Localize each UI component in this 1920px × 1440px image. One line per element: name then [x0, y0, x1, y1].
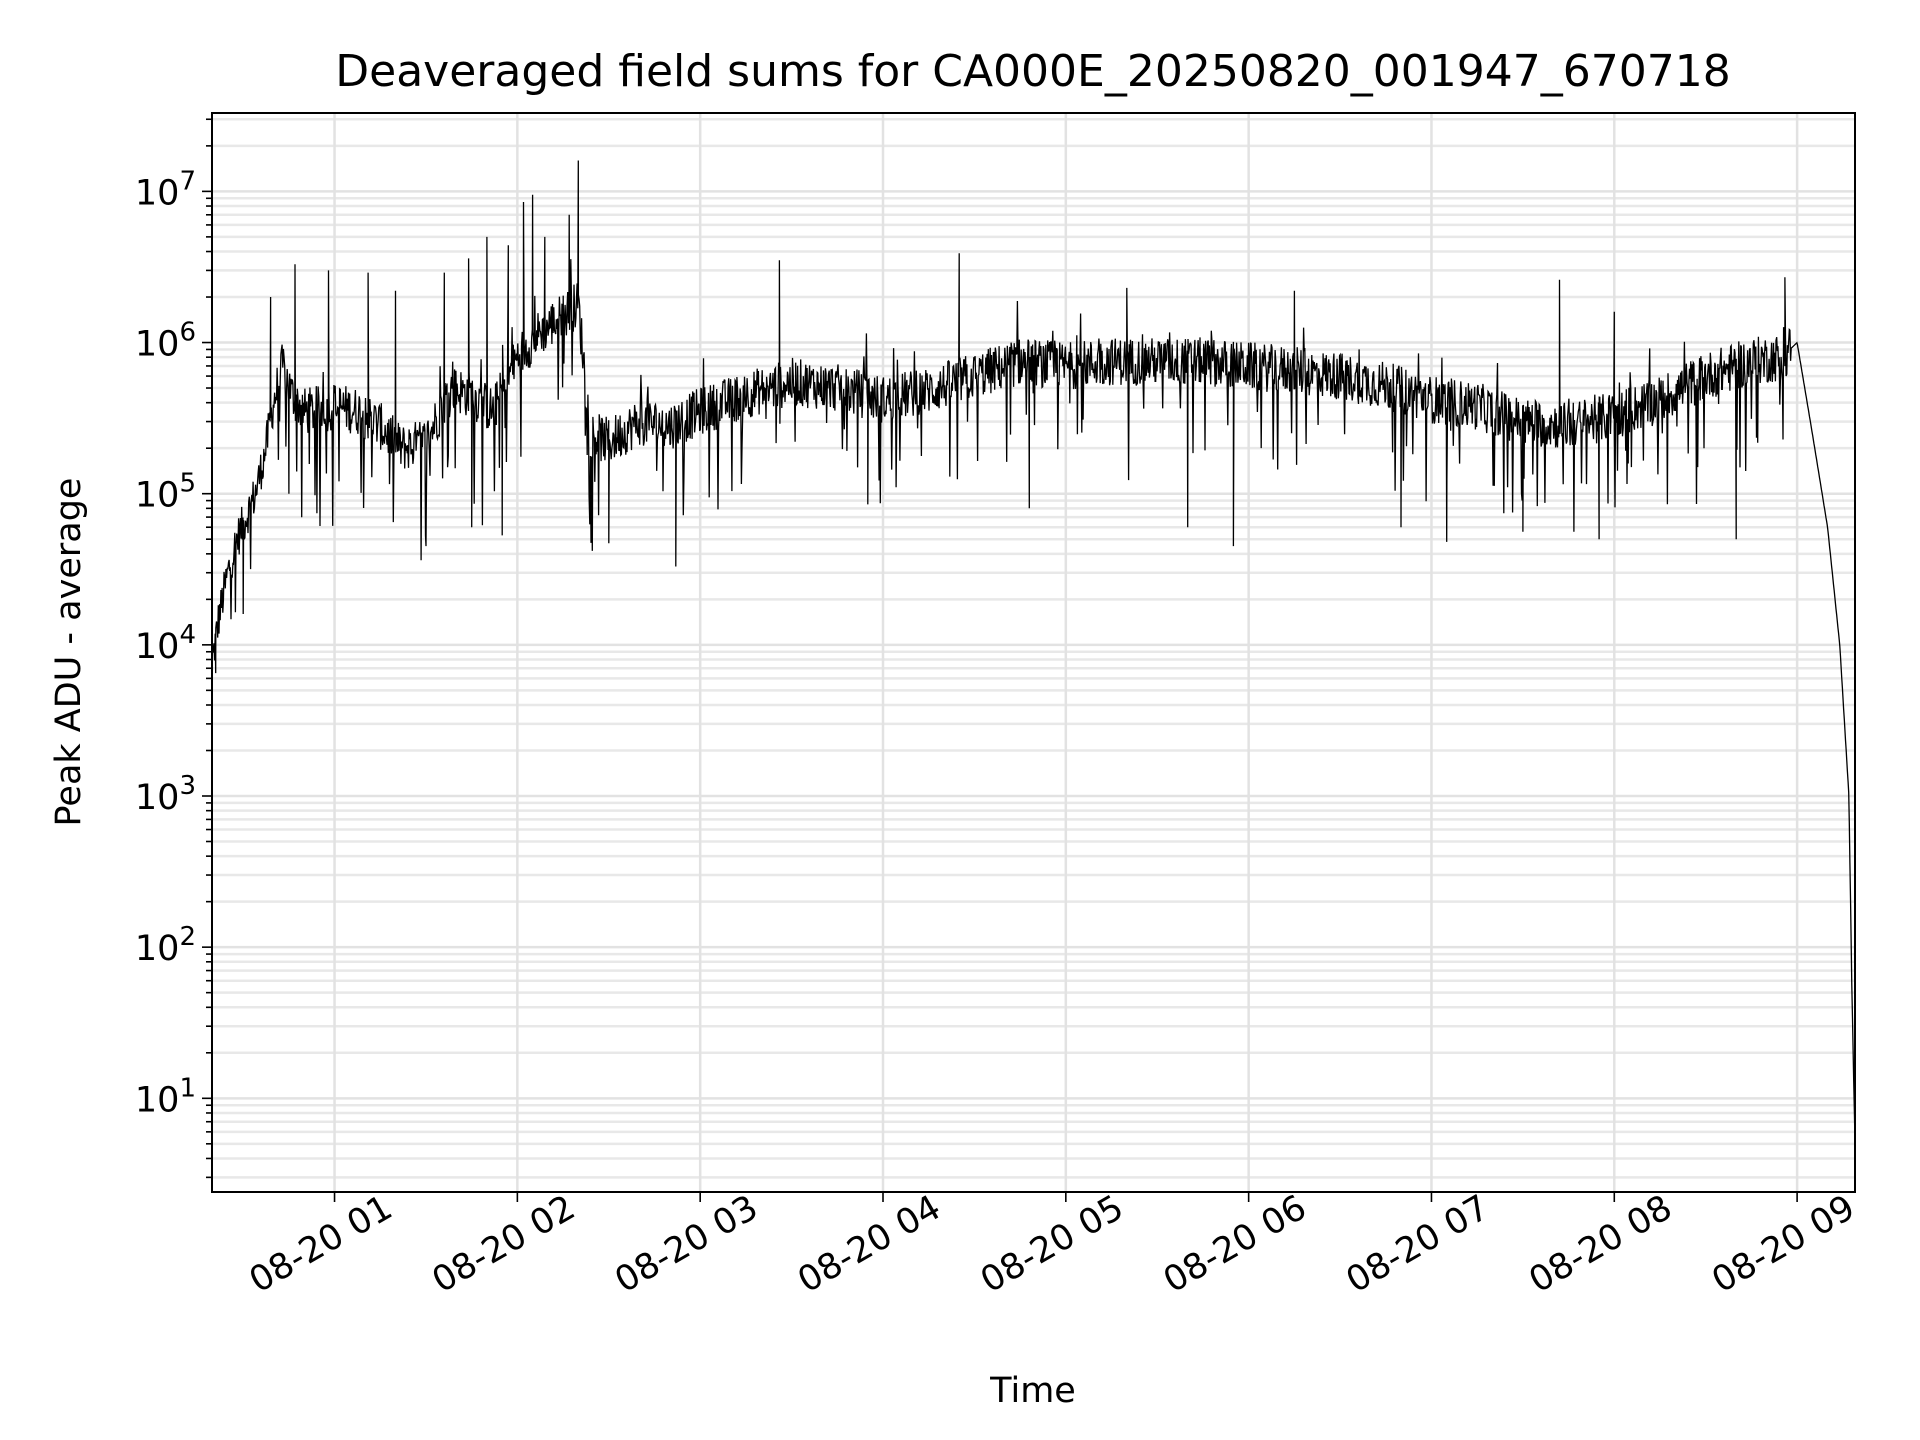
- chart-title: Deaveraged field sums for CA000E_2025082…: [335, 46, 1730, 97]
- minor-grid: [212, 118, 1855, 1179]
- x-axis-label: Time: [989, 1371, 1076, 1411]
- y-tick-label: 102: [135, 922, 196, 969]
- series-layer: [212, 160, 1856, 1144]
- y-tick-label: 104: [135, 620, 196, 667]
- major-grid: [212, 113, 1855, 1192]
- y-tick-label: 101: [135, 1073, 196, 1120]
- series-line: [212, 160, 1856, 1144]
- y-tick-label: 103: [135, 771, 196, 818]
- y-tick-label: 105: [135, 469, 196, 516]
- y-tick-label: 107: [135, 166, 196, 213]
- ticks: [202, 118, 1798, 1202]
- y-axis-label: Peak ADU - average: [49, 478, 89, 827]
- y-tick-label: 106: [135, 318, 196, 365]
